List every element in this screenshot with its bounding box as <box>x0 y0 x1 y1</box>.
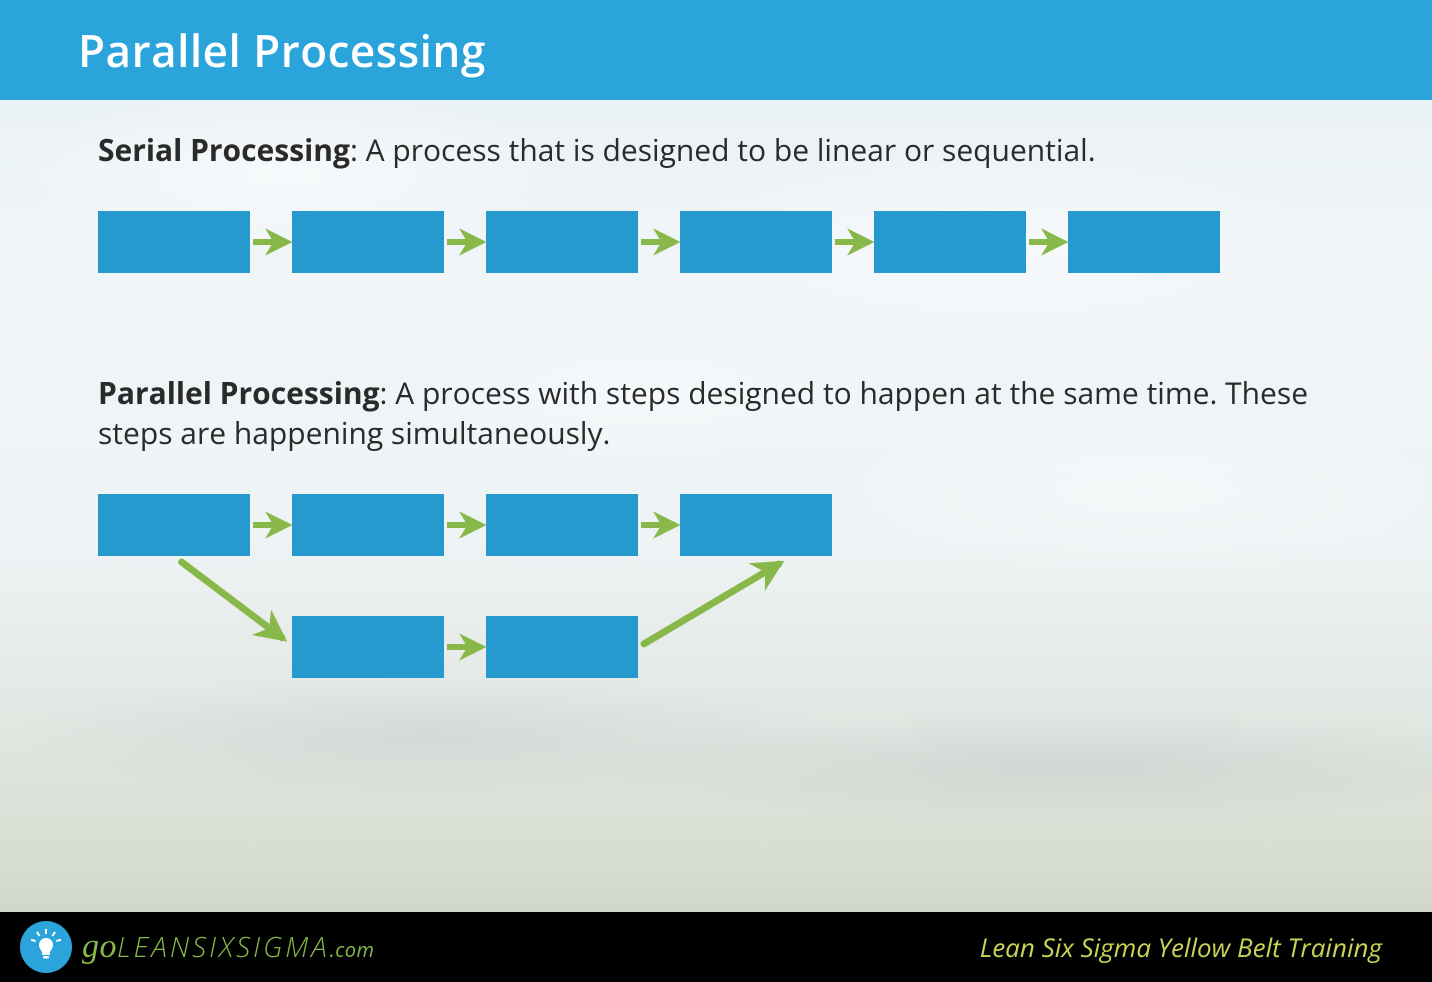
lightbulb-icon <box>20 921 72 973</box>
parallel-label: Parallel Processing <box>98 372 380 413</box>
serial-diagram <box>98 201 1230 283</box>
parallel-diagram <box>98 484 892 708</box>
footer-logo: goLEANSIXSIGMA.com <box>20 921 374 973</box>
logo-com: .com <box>330 936 375 963</box>
parallel-definition: Parallel Processing: A process with step… <box>98 373 1334 454</box>
serial-text: : A process that is designed to be linea… <box>350 129 1096 170</box>
logo-go: go <box>82 928 117 965</box>
footer-logo-text: goLEANSIXSIGMA.com <box>82 928 374 966</box>
serial-definition: Serial Processing: A process that is des… <box>98 130 1334 171</box>
header-bar: Parallel Processing <box>0 0 1432 100</box>
content-area: Serial Processing: A process that is des… <box>98 130 1334 708</box>
logo-lean: LEANSIXSIGMA <box>117 928 330 966</box>
spacer <box>98 283 1334 373</box>
footer-bar: goLEANSIXSIGMA.com Lean Six Sigma Yellow… <box>0 912 1432 982</box>
page-title: Parallel Processing <box>78 20 486 80</box>
serial-label: Serial Processing <box>98 129 350 170</box>
footer-course-title: Lean Six Sigma Yellow Belt Training <box>980 929 1382 965</box>
